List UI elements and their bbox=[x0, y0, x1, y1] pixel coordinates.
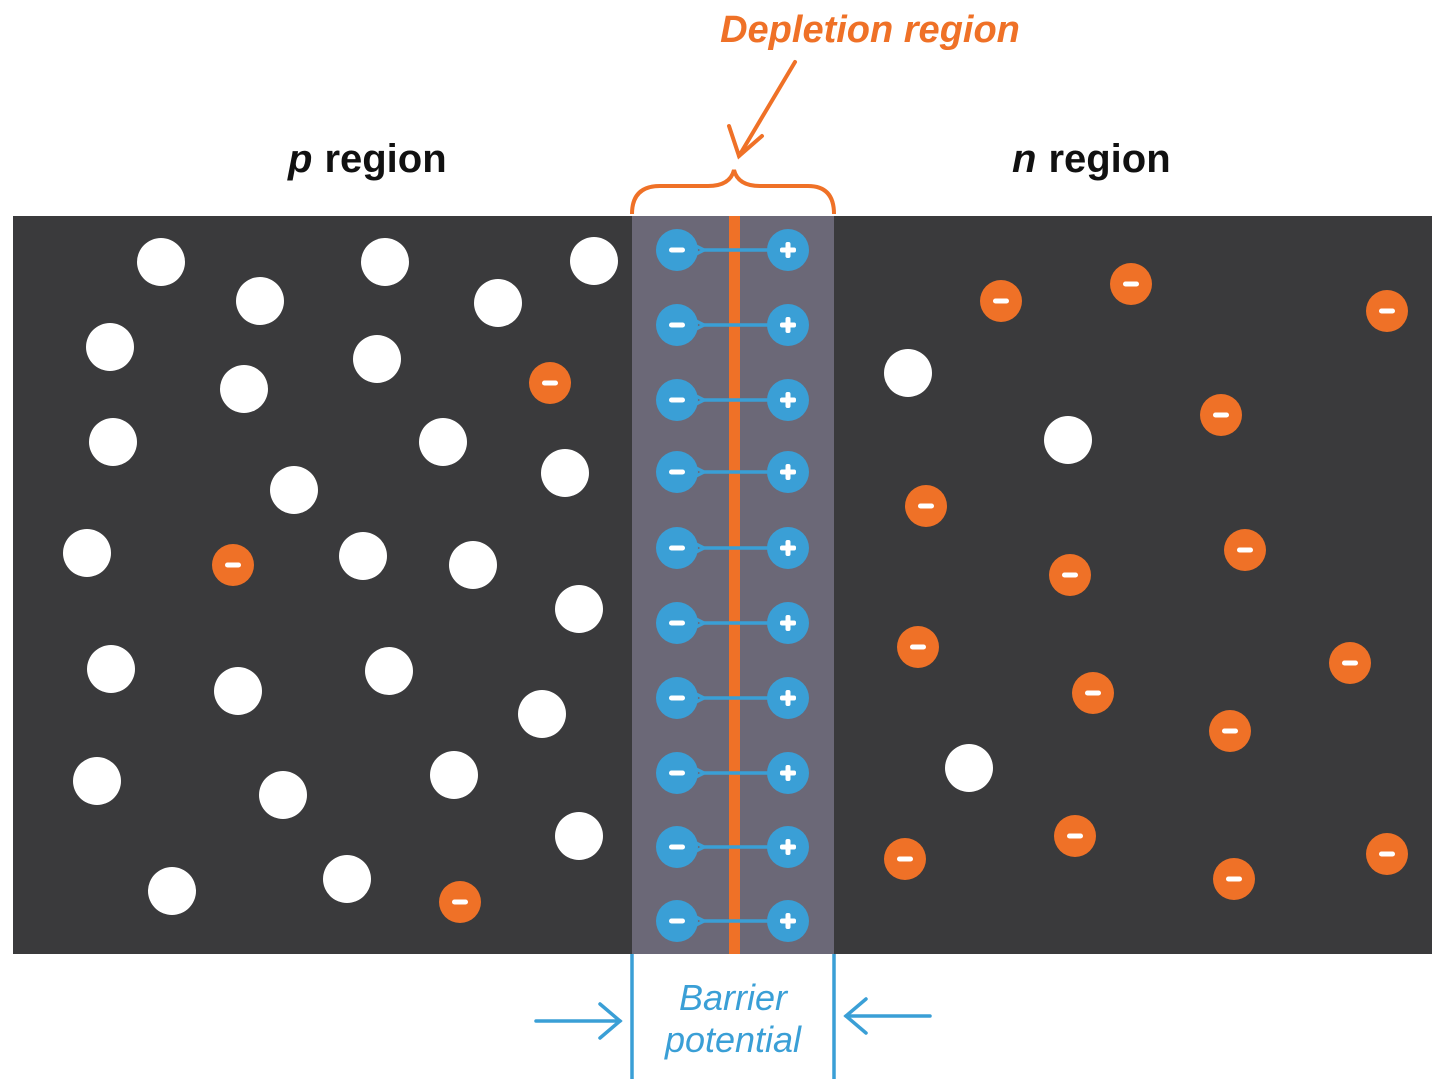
hole-icon bbox=[570, 237, 618, 285]
p-region-letter: p bbox=[287, 137, 312, 181]
positive-ion-icon bbox=[767, 527, 809, 569]
hole-icon bbox=[236, 277, 284, 325]
n-region-letter: n bbox=[1012, 137, 1036, 181]
free-electron-icon bbox=[1072, 672, 1114, 714]
ion-pair bbox=[656, 900, 809, 942]
positive-ion-icon bbox=[767, 826, 809, 868]
hole-icon bbox=[945, 744, 993, 792]
free-electron-icon bbox=[212, 544, 254, 586]
ion-pair bbox=[656, 677, 809, 719]
free-electron-icon bbox=[897, 626, 939, 668]
positive-ion-icon bbox=[767, 451, 809, 493]
barrier-label-line1: Barrier bbox=[679, 977, 789, 1018]
free-electron-icon bbox=[1049, 554, 1091, 596]
ion-pair bbox=[656, 826, 809, 868]
negative-ion-icon bbox=[656, 451, 698, 493]
hole-icon bbox=[148, 867, 196, 915]
hole-icon bbox=[1044, 416, 1092, 464]
free-electron-icon bbox=[1209, 710, 1251, 752]
ion-pair bbox=[656, 752, 809, 794]
hole-icon bbox=[339, 532, 387, 580]
free-electron-icon bbox=[1366, 833, 1408, 875]
hole-icon bbox=[555, 585, 603, 633]
free-electron-icon bbox=[884, 838, 926, 880]
negative-ion-icon bbox=[656, 304, 698, 346]
depletion-region-label: Depletion region bbox=[720, 9, 1020, 51]
hole-icon bbox=[86, 323, 134, 371]
negative-ion-icon bbox=[656, 752, 698, 794]
negative-ion-icon bbox=[656, 379, 698, 421]
ion-pair bbox=[656, 379, 809, 421]
barrier-arrow-left bbox=[534, 1002, 623, 1040]
hole-icon bbox=[214, 667, 262, 715]
hole-icon bbox=[365, 647, 413, 695]
hole-icon bbox=[518, 690, 566, 738]
hole-icon bbox=[361, 238, 409, 286]
n-region-word: region bbox=[1048, 137, 1170, 181]
hole-icon bbox=[353, 335, 401, 383]
free-electron-icon bbox=[1329, 642, 1371, 684]
hole-icon bbox=[419, 418, 467, 466]
depletion-pointer-arrow bbox=[727, 60, 797, 160]
hole-icon bbox=[449, 541, 497, 589]
hole-icon bbox=[270, 466, 318, 514]
ion-pair bbox=[656, 229, 809, 271]
positive-ion-icon bbox=[767, 752, 809, 794]
hole-icon bbox=[541, 449, 589, 497]
hole-icon bbox=[884, 349, 932, 397]
hole-icon bbox=[323, 855, 371, 903]
hole-icon bbox=[137, 238, 185, 286]
negative-ion-icon bbox=[656, 826, 698, 868]
hole-icon bbox=[89, 418, 137, 466]
free-electron-icon bbox=[1224, 529, 1266, 571]
positive-ion-icon bbox=[767, 900, 809, 942]
positive-ion-icon bbox=[767, 229, 809, 271]
free-electron-icon bbox=[1366, 290, 1408, 332]
p-region-label: p region bbox=[287, 137, 447, 181]
hole-icon bbox=[63, 529, 111, 577]
positive-ion-icon bbox=[767, 379, 809, 421]
hole-icon bbox=[87, 645, 135, 693]
junction-line bbox=[729, 216, 740, 954]
free-electron-icon bbox=[1213, 858, 1255, 900]
hole-icon bbox=[474, 279, 522, 327]
negative-ion-icon bbox=[656, 602, 698, 644]
free-electron-icon bbox=[980, 280, 1022, 322]
free-electron-icon bbox=[1110, 263, 1152, 305]
positive-ion-icon bbox=[767, 304, 809, 346]
depletion-brace bbox=[630, 169, 836, 215]
free-electron-icon bbox=[529, 362, 571, 404]
p-region-word: region bbox=[324, 137, 446, 181]
ion-pair bbox=[656, 451, 809, 493]
hole-icon bbox=[555, 812, 603, 860]
hole-icon bbox=[430, 751, 478, 799]
ion-pair bbox=[656, 602, 809, 644]
free-electron-icon bbox=[905, 485, 947, 527]
free-electron-icon bbox=[1054, 815, 1096, 857]
positive-ion-icon bbox=[767, 602, 809, 644]
free-electron-icon bbox=[439, 881, 481, 923]
hole-icon bbox=[73, 757, 121, 805]
negative-ion-icon bbox=[656, 527, 698, 569]
ion-pair bbox=[656, 304, 809, 346]
hole-icon bbox=[220, 365, 268, 413]
barrier-label-line2: potential bbox=[664, 1019, 802, 1060]
ion-pair bbox=[656, 527, 809, 569]
ion-pairs-layer bbox=[656, 229, 809, 942]
barrier-arrow-right bbox=[843, 997, 932, 1035]
hole-icon bbox=[259, 771, 307, 819]
barrier-box bbox=[630, 954, 836, 1079]
positive-ion-icon bbox=[767, 677, 809, 719]
free-electron-icon bbox=[1200, 394, 1242, 436]
carriers-layer bbox=[63, 237, 1408, 923]
negative-ion-icon bbox=[656, 229, 698, 271]
negative-ion-icon bbox=[656, 900, 698, 942]
negative-ion-icon bbox=[656, 677, 698, 719]
n-region-label: n region bbox=[1012, 137, 1171, 181]
